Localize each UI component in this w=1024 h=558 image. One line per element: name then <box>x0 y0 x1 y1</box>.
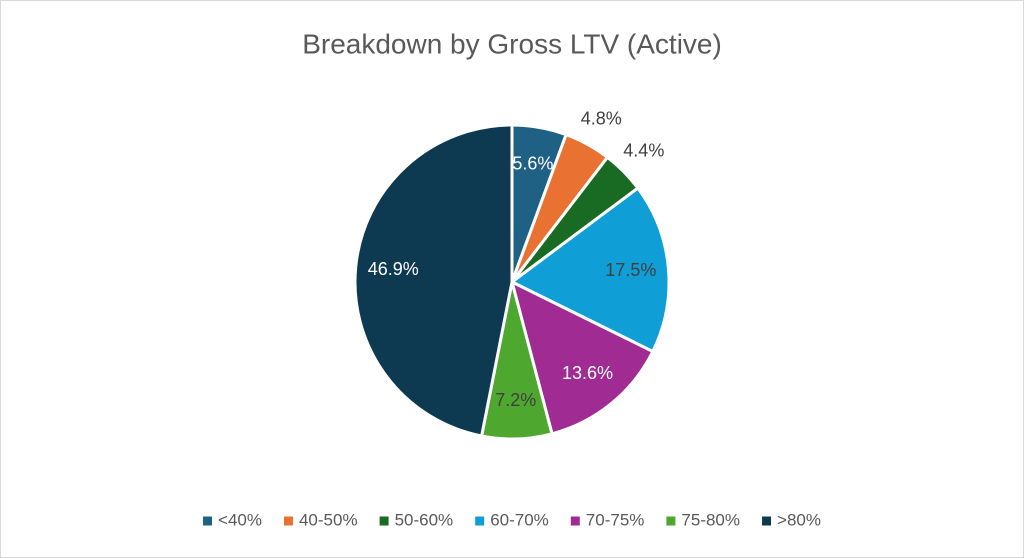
data-label: 4.8% <box>581 108 622 128</box>
legend-label: 60-70% <box>490 510 549 529</box>
legend-label: <40% <box>218 510 262 529</box>
legend-swatch <box>666 516 676 526</box>
data-label: 7.2% <box>495 390 536 410</box>
legend-label: 50-60% <box>395 510 454 529</box>
data-label: 17.5% <box>605 260 656 280</box>
legend-label: 70-75% <box>586 510 645 529</box>
legend-swatch <box>283 516 293 526</box>
legend: <40% 40-50% 50-60% 60-70% 70-75% 75-80% >80% <box>203 510 821 529</box>
legend-swatch <box>570 516 580 526</box>
legend-swatch <box>762 516 772 526</box>
legend-label: >80% <box>777 510 821 529</box>
pie-slice <box>353 123 514 438</box>
chart-title: Breakdown by Gross LTV (Active) <box>302 28 722 59</box>
legend-swatch <box>475 516 485 526</box>
data-label: 13.6% <box>562 363 613 383</box>
data-label: 4.4% <box>623 141 664 161</box>
data-label: 46.9% <box>368 259 419 279</box>
legend-label: 40-50% <box>299 510 358 529</box>
legend-label: 75-80% <box>681 510 740 529</box>
legend-swatch <box>379 516 389 526</box>
data-label: 5.6% <box>512 153 553 173</box>
legend-swatch <box>203 516 213 526</box>
pie-slice <box>509 279 655 436</box>
pie-slice <box>509 186 671 354</box>
